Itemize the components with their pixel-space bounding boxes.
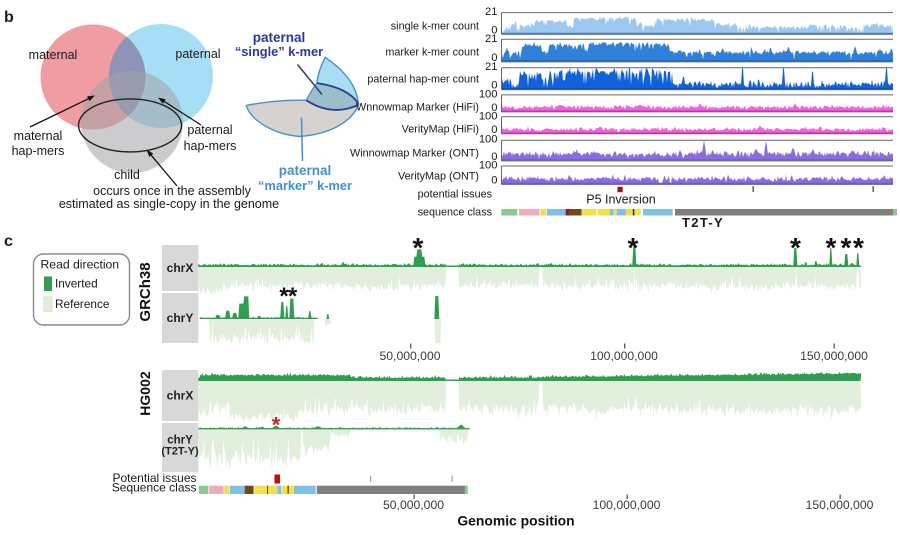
svg-text:*: * — [628, 232, 639, 263]
svg-text:100: 100 — [479, 110, 498, 122]
svg-text:50,000,000: 50,000,000 — [380, 349, 441, 363]
svg-text:21: 21 — [485, 6, 497, 18]
svg-text:*: * — [841, 232, 852, 263]
svg-text:0: 0 — [491, 174, 497, 186]
svg-text:0: 0 — [491, 24, 497, 36]
svg-text:HG002: HG002 — [137, 371, 153, 416]
svg-text:hap-mers: hap-mers — [12, 144, 65, 158]
svg-text:(T2T-Y): (T2T-Y) — [161, 446, 199, 458]
svg-text:single k-mer count: single k-mer count — [391, 21, 479, 33]
svg-text:paternal: paternal — [175, 47, 220, 61]
svg-text:21: 21 — [485, 33, 497, 45]
svg-text:150,000,000: 150,000,000 — [800, 349, 868, 363]
svg-text:0: 0 — [491, 52, 497, 64]
svg-text:0: 0 — [491, 124, 497, 136]
svg-text:Inverted: Inverted — [55, 277, 98, 291]
svg-text:*: * — [853, 232, 864, 263]
svg-text:c: c — [4, 233, 13, 250]
svg-text:0: 0 — [491, 80, 497, 92]
svg-text:*: * — [826, 232, 837, 263]
svg-text:occurs once in the assembly: occurs once in the assembly — [93, 184, 251, 198]
svg-text:Potential issues: Potential issues — [112, 471, 196, 485]
svg-text:P5 Inversion: P5 Inversion — [586, 193, 656, 207]
svg-text:21: 21 — [485, 61, 497, 73]
svg-text:chrX: chrX — [167, 261, 194, 275]
svg-text:paternal hap-mer count: paternal hap-mer count — [367, 74, 479, 86]
svg-text:Sequence class: Sequence class — [112, 481, 197, 495]
svg-text:“marker” k-mer: “marker” k-mer — [258, 178, 352, 193]
svg-text:paternal: paternal — [279, 163, 332, 178]
svg-text:150,000,000: 150,000,000 — [806, 498, 874, 512]
svg-text:VerityMap (ONT): VerityMap (ONT) — [398, 171, 479, 183]
svg-text:VerityMap (HiFi): VerityMap (HiFi) — [402, 123, 479, 135]
svg-text:T2T-Y: T2T-Y — [682, 215, 724, 230]
svg-text:0: 0 — [491, 151, 497, 163]
svg-text:“single” k-mer: “single” k-mer — [235, 44, 323, 59]
svg-text:50,000,000: 50,000,000 — [383, 498, 444, 512]
svg-text:Reference: Reference — [55, 297, 110, 311]
svg-text:100: 100 — [479, 134, 498, 146]
svg-text:potential issues: potential issues — [418, 188, 493, 200]
svg-text:paternal: paternal — [253, 30, 306, 45]
svg-text:b: b — [4, 9, 14, 26]
svg-text:0: 0 — [491, 102, 497, 114]
svg-text:Wnnowmap Marker (HiFi): Wnnowmap Marker (HiFi) — [356, 102, 479, 114]
svg-text:Winnowmap Marker (ONT): Winnowmap Marker (ONT) — [350, 148, 479, 160]
svg-text:hap-mers: hap-mers — [184, 139, 237, 153]
svg-text:*: * — [272, 413, 281, 438]
svg-text:*: * — [413, 232, 424, 263]
svg-text:paternal: paternal — [187, 123, 232, 137]
svg-text:*: * — [279, 283, 289, 310]
svg-text:100,000,000: 100,000,000 — [590, 349, 658, 363]
svg-text:chrY: chrY — [167, 311, 194, 325]
svg-text:Genomic position: Genomic position — [457, 513, 574, 529]
svg-text:*: * — [790, 232, 801, 263]
svg-text:*: * — [288, 283, 298, 310]
svg-text:100: 100 — [479, 88, 498, 100]
svg-text:estimated as single-copy in th: estimated as single-copy in the genome — [59, 197, 279, 211]
svg-text:maternal: maternal — [29, 48, 78, 62]
svg-text:Read direction: Read direction — [41, 258, 120, 272]
svg-text:GRCh38: GRCh38 — [137, 262, 154, 321]
svg-text:marker k-mer count: marker k-mer count — [385, 46, 479, 58]
svg-text:100,000,000: 100,000,000 — [593, 498, 661, 512]
svg-text:chrX: chrX — [167, 389, 194, 403]
svg-text:sequence class: sequence class — [418, 206, 493, 218]
svg-text:chrY: chrY — [167, 435, 193, 447]
svg-text:child: child — [114, 168, 140, 182]
svg-text:100: 100 — [479, 160, 498, 172]
svg-text:maternal: maternal — [14, 129, 63, 143]
